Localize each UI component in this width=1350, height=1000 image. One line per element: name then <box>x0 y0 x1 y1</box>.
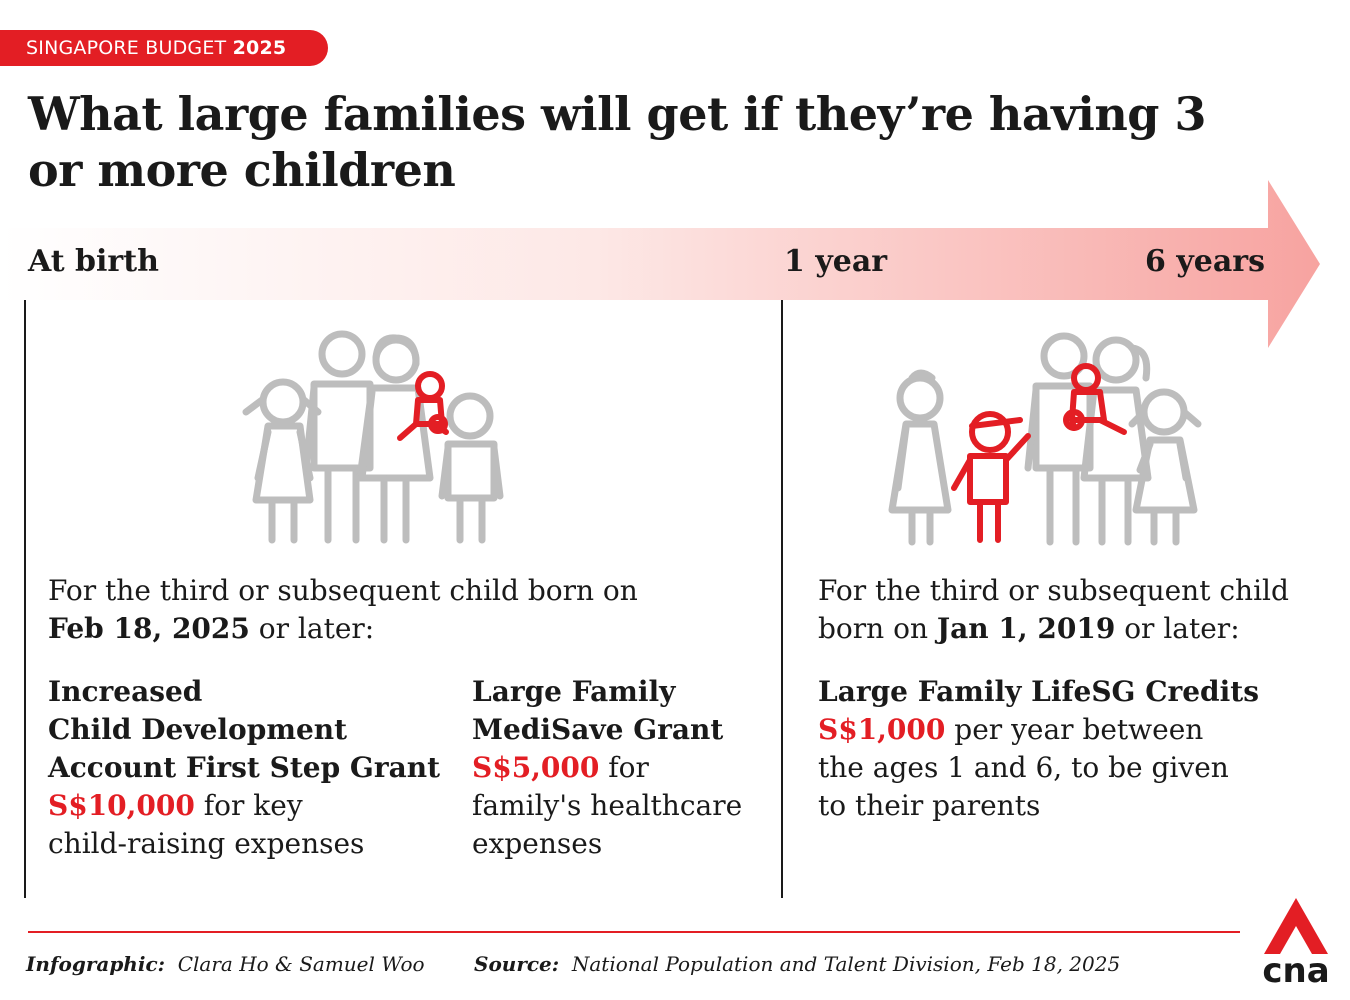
footer-infographic-value: Clara Ho & Samuel Woo <box>177 952 425 976</box>
footer-divider <box>28 931 1240 933</box>
benefit-medisave-grant: Large Family MediSave Grant S$5,000 for … <box>472 673 772 863</box>
benefit-desc: for key <box>194 789 303 822</box>
benefit-heading-line: Increased <box>48 675 203 708</box>
footer-credit: Infographic: Clara Ho & Samuel Woo <box>26 952 425 976</box>
cna-logo-icon: cna <box>1262 898 1330 986</box>
benefit-amount: S$1,000 <box>818 713 946 746</box>
benefit-amount-line: S$5,000 for <box>472 749 772 787</box>
section-tag-year: 2025 <box>232 37 287 59</box>
benefit-heading: Large Family LifeSG Credits <box>818 675 1259 708</box>
timeline-marker-1-year <box>781 300 783 898</box>
timeline-marker-birth <box>24 300 26 898</box>
left-intro-line2: Feb 18, 2025 or later: <box>48 610 748 648</box>
benefit-heading-line: Large Family <box>472 675 676 708</box>
timeline-label-start: At birth <box>28 244 159 279</box>
benefit-heading-line: Account First Step Grant <box>48 751 440 784</box>
section-tag: SINGAPORE BUDGET 2025 <box>0 30 328 66</box>
benefit-desc-line: family's healthcare <box>472 789 743 822</box>
benefit-lifesg-credits: Large Family LifeSG Credits S$1,000 per … <box>818 673 1318 825</box>
benefit-desc: per year between <box>945 713 1204 746</box>
benefit-amount-line: S$1,000 per year between <box>818 711 1318 749</box>
benefit-amount-line: S$10,000 for key <box>48 787 458 825</box>
benefit-desc-line: to their parents <box>818 789 1041 822</box>
benefit-cda-first-step-grant: Increased Child Development Account Firs… <box>48 673 458 863</box>
family-of-five-with-hug-icon <box>888 332 1202 546</box>
benefit-heading-line: Child Development <box>48 713 348 746</box>
left-intro: For the third or subsequent child born o… <box>48 572 748 648</box>
benefit-amount: S$10,000 <box>48 789 195 822</box>
right-intro-suffix: or later: <box>1115 612 1240 645</box>
benefit-desc-line: child-raising expenses <box>48 827 365 860</box>
benefit-amount: S$5,000 <box>472 751 600 784</box>
benefit-desc-line: the ages 1 and 6, to be given <box>818 751 1229 784</box>
cna-logo-text: cna <box>1262 951 1329 986</box>
benefit-heading-line: MediSave Grant <box>472 713 724 746</box>
right-intro-text: For the third or subsequent child <box>818 574 1289 607</box>
family-of-five-icon <box>242 330 504 544</box>
right-intro-date: Jan 1, 2019 <box>936 612 1116 645</box>
left-intro-text: For the third or subsequent child born o… <box>48 574 638 607</box>
footer-infographic-label: Infographic: <box>26 952 166 976</box>
section-tag-prefix: SINGAPORE BUDGET <box>26 37 227 59</box>
left-intro-date: Feb 18, 2025 <box>48 612 250 645</box>
benefit-desc: for <box>599 751 649 784</box>
timeline-label-1-year: 1 year <box>784 244 888 279</box>
right-intro-prefix: born on <box>818 612 937 645</box>
timeline-arrow <box>0 180 1320 348</box>
left-intro-suffix: or later: <box>249 612 375 645</box>
timeline-label-6-years: 6 years <box>1145 244 1265 279</box>
benefit-desc-line: expenses <box>472 827 603 860</box>
footer-source-label: Source: <box>474 952 560 976</box>
footer-source: Source: National Population and Talent D… <box>474 952 1120 976</box>
right-intro: For the third or subsequent child born o… <box>818 572 1318 648</box>
footer-source-value: National Population and Talent Division,… <box>571 952 1121 976</box>
right-intro-line2: born on Jan 1, 2019 or later: <box>818 610 1318 648</box>
page-title: What large families will get if they’re … <box>28 87 1207 197</box>
